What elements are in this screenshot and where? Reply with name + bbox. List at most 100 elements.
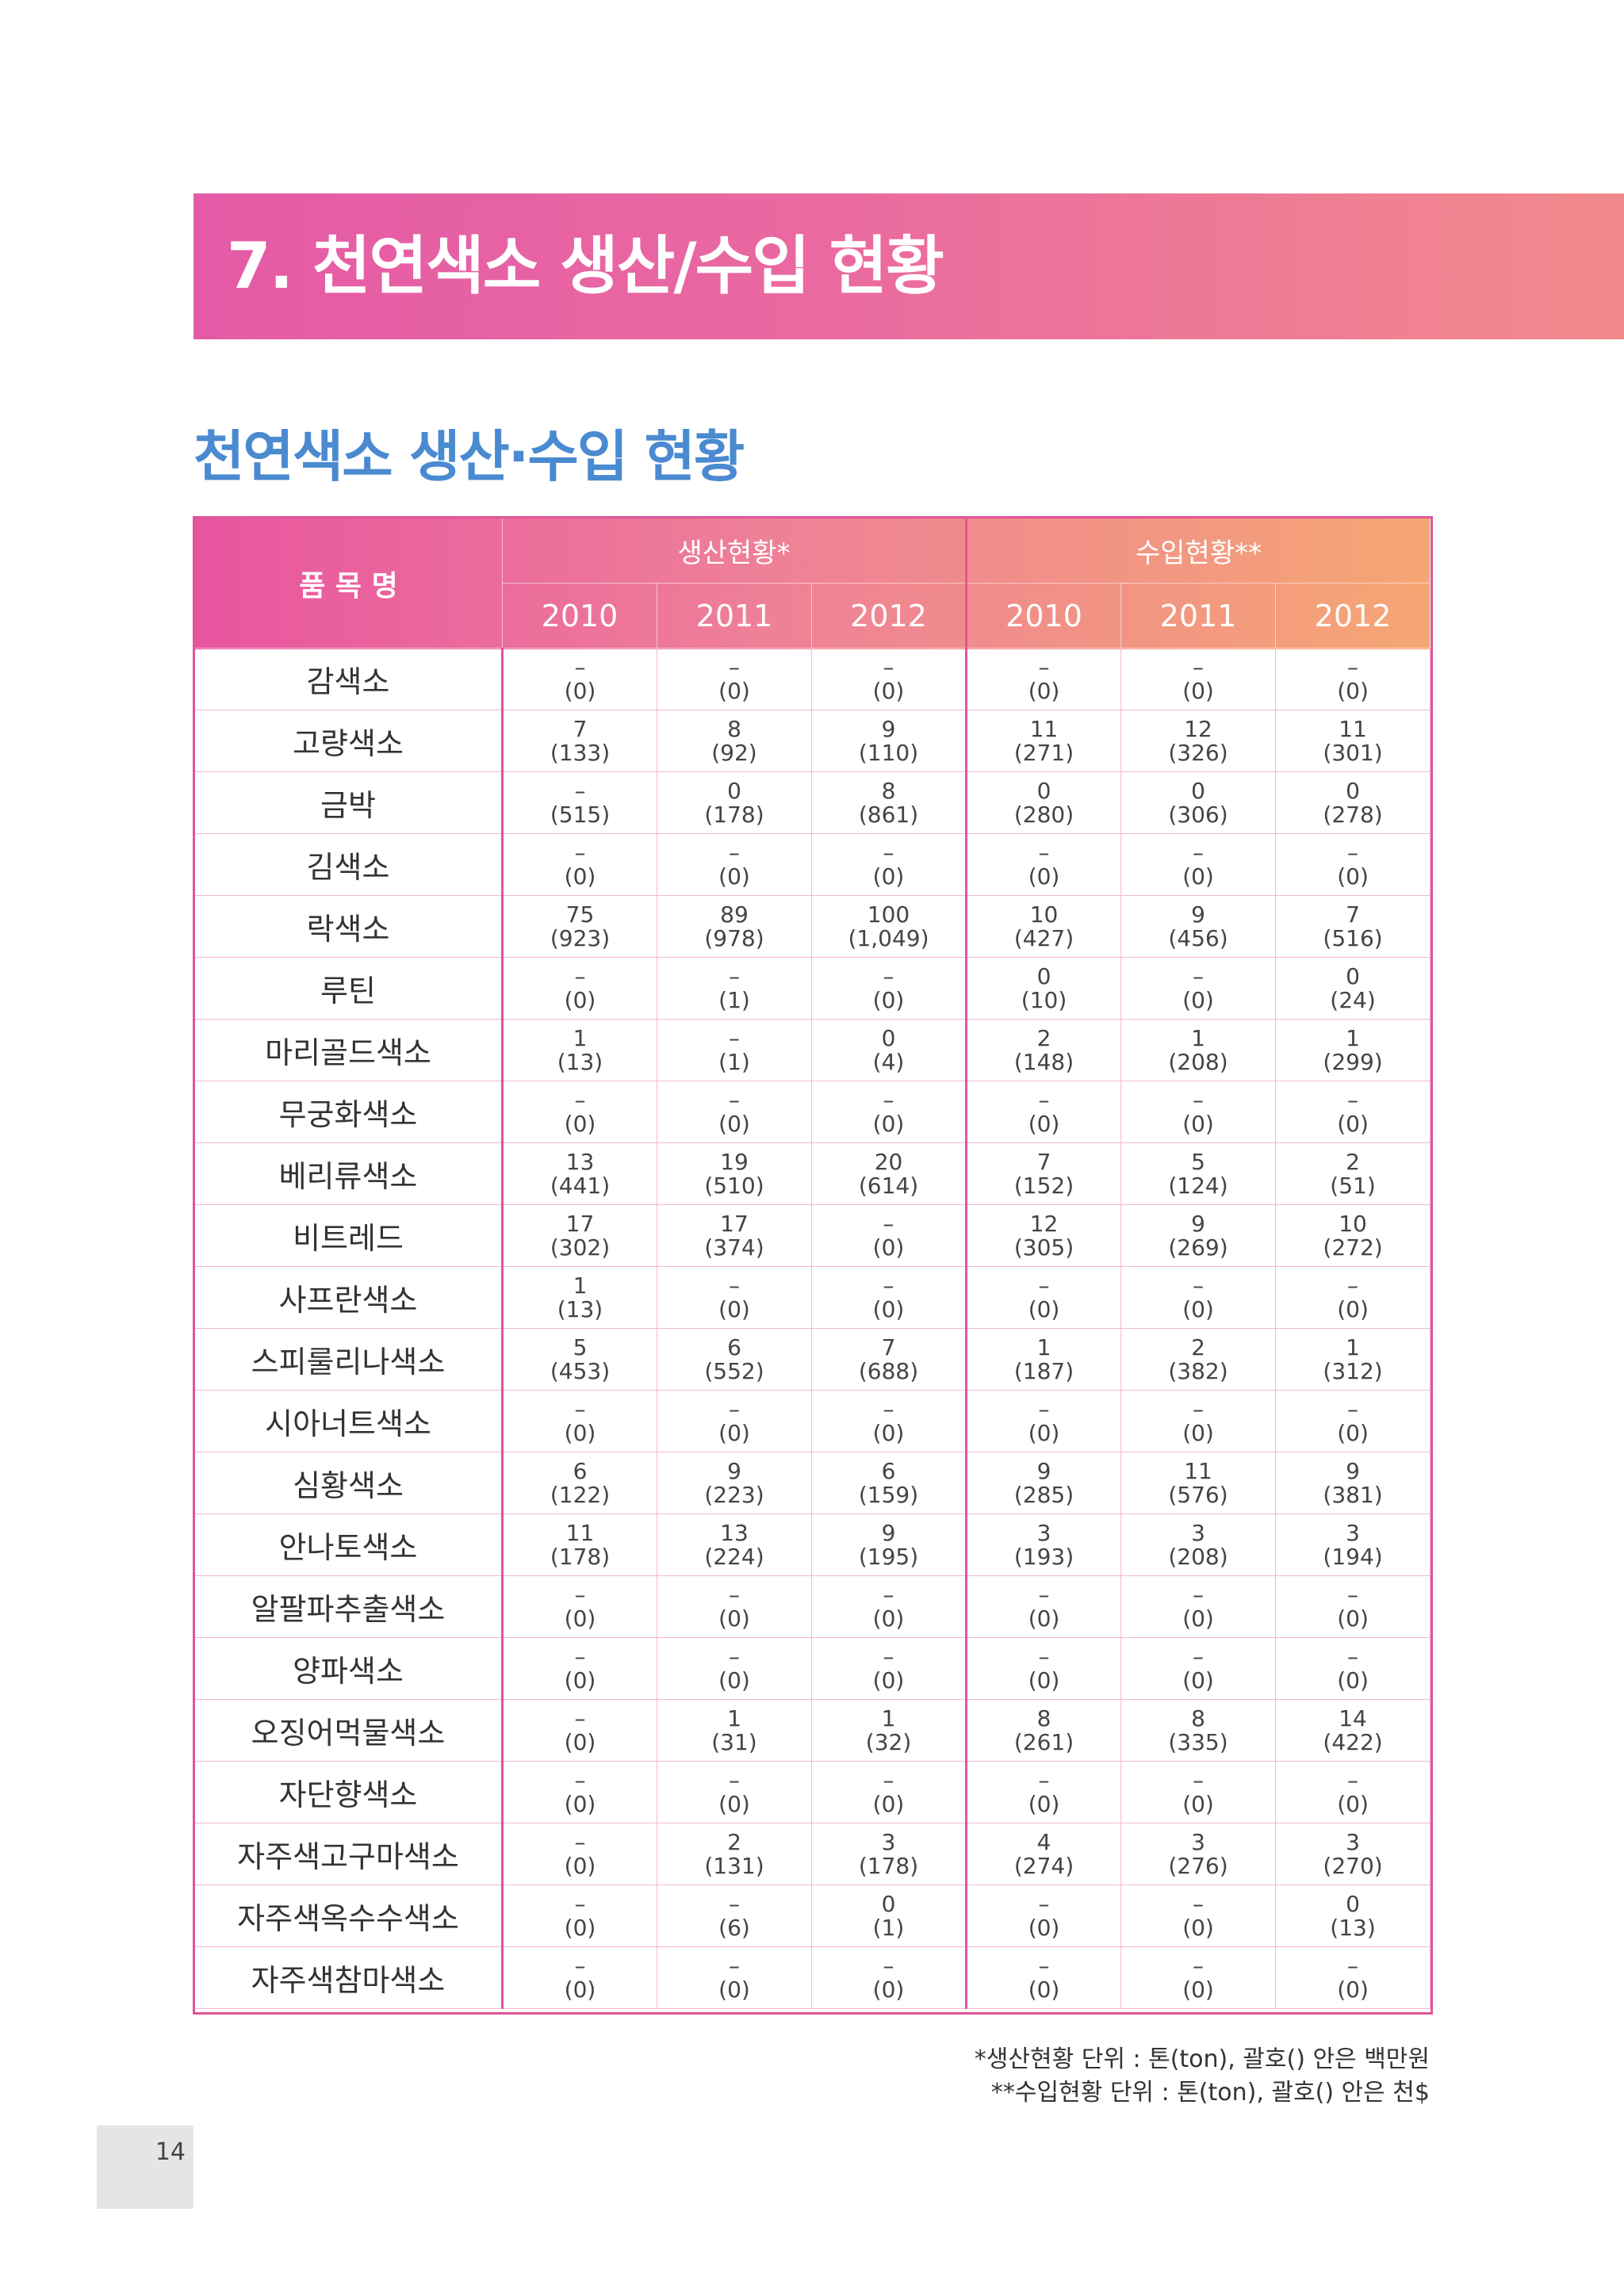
amount: (124) bbox=[1168, 1172, 1228, 1199]
amount: (285) bbox=[1013, 1481, 1074, 1508]
quantity: 2 bbox=[1036, 1024, 1051, 1051]
section-title: 7. 천연색소 생산/수입 현황 bbox=[227, 229, 944, 303]
header-year: 2010 bbox=[502, 583, 657, 649]
quantity: – bbox=[574, 1581, 586, 1608]
amount: (6) bbox=[718, 1914, 750, 1941]
header-item: 품 목 명 bbox=[194, 518, 503, 649]
value-cell: 7 (516) bbox=[1275, 895, 1431, 958]
amount: (0) bbox=[872, 1234, 905, 1261]
value-cell: – (0) bbox=[1120, 1637, 1277, 1700]
value-cell: – (0) bbox=[1275, 1266, 1431, 1329]
amount: (0) bbox=[718, 1295, 750, 1322]
value-cell: – (0) bbox=[810, 1390, 967, 1452]
amount: (152) bbox=[1013, 1172, 1074, 1199]
quantity: 0 bbox=[1036, 777, 1051, 804]
amount: (0) bbox=[564, 1667, 596, 1693]
quantity: – bbox=[574, 1766, 586, 1793]
value-cell: – (0) bbox=[1120, 1946, 1277, 2009]
amount: (10) bbox=[1021, 986, 1067, 1013]
quantity: 13 bbox=[565, 1148, 595, 1175]
value-cell: – (0) bbox=[810, 1761, 967, 1823]
amount: (510) bbox=[704, 1172, 764, 1199]
amount: (274) bbox=[1013, 1852, 1074, 1879]
amount: (0) bbox=[1028, 1110, 1060, 1137]
quantity: – bbox=[574, 839, 586, 866]
amount: (0) bbox=[1182, 1605, 1214, 1632]
quantity: – bbox=[574, 777, 586, 804]
table-row: 자주색참마색소 – (0) – (0) – (0) – (0) – (0) – (0) bbox=[194, 1946, 1431, 2009]
value-cell: – (0) bbox=[810, 1637, 967, 1700]
quantity: 1 bbox=[1346, 1024, 1360, 1051]
item-name: 김색소 bbox=[194, 833, 504, 896]
table-row: 락색소 75 (923) 89 (978) 100 (1,049) 10 (427) 9 (456)… bbox=[194, 895, 1431, 958]
value-cell: – (0) bbox=[1120, 1390, 1277, 1452]
quantity: 3 bbox=[881, 1828, 896, 1855]
amount: (382) bbox=[1168, 1357, 1228, 1384]
value-cell: 2 (382) bbox=[1120, 1328, 1277, 1391]
quantity: – bbox=[1347, 1952, 1359, 1979]
amount: (326) bbox=[1168, 739, 1228, 766]
value-cell: 3 (276) bbox=[1120, 1823, 1277, 1885]
amount: (32) bbox=[865, 1728, 912, 1755]
value-cell: – (0) bbox=[810, 957, 967, 1020]
item-name: 베리류색소 bbox=[194, 1142, 504, 1205]
item-name: 마리골드색소 bbox=[194, 1019, 504, 1081]
quantity: 1 bbox=[573, 1272, 588, 1299]
value-cell: 1 (312) bbox=[1275, 1328, 1431, 1391]
quantity: 1 bbox=[1346, 1334, 1360, 1360]
amount: (381) bbox=[1323, 1481, 1383, 1508]
value-cell: 6 (122) bbox=[502, 1452, 657, 1514]
value-cell: – (0) bbox=[1275, 1637, 1431, 1700]
value-cell: 4 (274) bbox=[965, 1823, 1122, 1885]
table-row: 심황색소 6 (122) 9 (223) 6 (159) 9 (285) 11 (576) 9 (381… bbox=[194, 1452, 1431, 1514]
quantity: 6 bbox=[573, 1457, 588, 1484]
value-cell: 89 (978) bbox=[657, 895, 812, 958]
amount: (193) bbox=[1013, 1543, 1074, 1570]
value-cell: – (0) bbox=[1120, 1885, 1277, 1947]
value-cell: – (0) bbox=[1275, 1081, 1431, 1143]
value-cell: – (0) bbox=[810, 1204, 967, 1267]
amount: (0) bbox=[1182, 1667, 1214, 1693]
value-cell: – (0) bbox=[965, 1885, 1122, 1947]
amount: (0) bbox=[564, 1914, 596, 1941]
amount: (516) bbox=[1323, 924, 1383, 951]
value-cell: – (0) bbox=[1275, 833, 1431, 896]
quantity: – bbox=[1347, 1581, 1359, 1608]
quantity: 10 bbox=[1029, 901, 1059, 928]
quantity: – bbox=[1038, 839, 1050, 866]
table-row: 자주색고구마색소 – (0) 2 (131) 3 (178) 4 (274) 3 (276) 3 (27… bbox=[194, 1823, 1431, 1885]
amount: (0) bbox=[1337, 1419, 1369, 1446]
quantity: – bbox=[1038, 1395, 1050, 1422]
item-name: 자주색참마색소 bbox=[194, 1946, 504, 2009]
quantity: – bbox=[1347, 653, 1359, 680]
value-cell: 17 (374) bbox=[657, 1204, 812, 1267]
item-name: 루틴 bbox=[194, 957, 504, 1020]
header-year: 2012 bbox=[810, 583, 967, 649]
table-row: 금박 – (515) 0 (178) 8 (861) 0 (280) 0 (306) 0 (278) bbox=[194, 771, 1431, 834]
quantity: 0 bbox=[1346, 777, 1360, 804]
amount: (422) bbox=[1323, 1728, 1383, 1755]
header-year: 2012 bbox=[1275, 583, 1431, 649]
quantity: – bbox=[1193, 1890, 1205, 1917]
amount: (0) bbox=[1028, 1605, 1060, 1632]
amount: (0) bbox=[564, 1110, 596, 1137]
quantity: 9 bbox=[1036, 1457, 1051, 1484]
quantity: – bbox=[1193, 1272, 1205, 1299]
value-cell: – (0) bbox=[657, 1266, 812, 1329]
amount: (1) bbox=[718, 986, 750, 1013]
amount: (0) bbox=[1182, 677, 1214, 704]
footnote: **수입현황 단위 : 톤(ton), 괄호() 안은 천$ bbox=[990, 2079, 1430, 2107]
amount: (178) bbox=[858, 1852, 919, 1879]
amount: (0) bbox=[564, 1976, 596, 2003]
value-cell: – (0) bbox=[657, 833, 812, 896]
value-cell: 9 (223) bbox=[657, 1452, 812, 1514]
amount: (0) bbox=[1028, 1914, 1060, 1941]
value-cell: – (0) bbox=[1120, 1266, 1277, 1329]
value-cell: 11 (301) bbox=[1275, 710, 1431, 772]
amount: (208) bbox=[1168, 1048, 1228, 1075]
quantity: 3 bbox=[1346, 1519, 1360, 1546]
value-cell: 0 (178) bbox=[657, 771, 812, 834]
amount: (0) bbox=[1028, 1419, 1060, 1446]
value-cell: – (0) bbox=[502, 1761, 657, 1823]
